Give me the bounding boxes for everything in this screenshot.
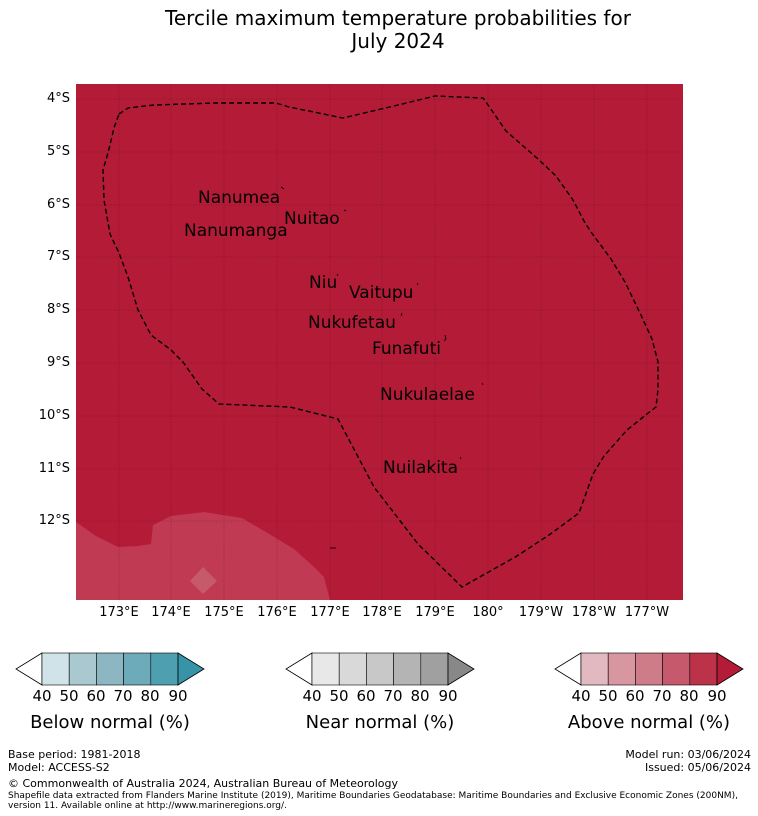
colorbar-min-arrow xyxy=(554,652,582,686)
colorbar-cell xyxy=(393,652,422,686)
colorbar-below-normal xyxy=(15,652,205,686)
colorbar-min-arrow xyxy=(15,652,43,686)
colorbar-cell xyxy=(150,652,179,686)
island-label-nuitao: Nuitao xyxy=(284,209,340,229)
lon-label: 179°W xyxy=(518,605,564,620)
eez-boundary xyxy=(102,95,659,588)
lat-label: 11°S xyxy=(38,461,70,476)
tick-label: 60 xyxy=(625,687,645,705)
island-label-nanumanga: Nanumanga xyxy=(184,221,288,241)
tick-label: 60 xyxy=(86,687,106,705)
tick-label: 50 xyxy=(59,687,79,705)
colorbar-cell xyxy=(123,652,152,686)
base-period-text: Base period: 1981-2018 xyxy=(8,748,141,761)
colorbar-cell xyxy=(366,652,394,686)
map-title: Tercile maximum temperature probabilitie… xyxy=(0,7,758,53)
colorbar-above-normal xyxy=(554,652,744,686)
colorbar-cell xyxy=(662,652,691,686)
colorbar-cell xyxy=(68,652,97,686)
model-text: Model: ACCESS-S2 xyxy=(8,761,110,774)
colorbar-max-arrow xyxy=(716,652,744,686)
colorbar-title-below: Below normal (%) xyxy=(30,712,190,733)
probability-map xyxy=(76,84,683,600)
lon-label: 178°W xyxy=(571,605,617,620)
colorbar-cell xyxy=(338,652,367,686)
tick-label: 80 xyxy=(679,687,699,705)
lat-label: 8°S xyxy=(46,302,70,317)
shapefile-credit-line-1: Shapefile data extracted from Flanders M… xyxy=(8,791,738,801)
colorbar-cell xyxy=(607,652,636,686)
lat-label: 6°S xyxy=(46,197,70,212)
tick-label: 90 xyxy=(438,687,458,705)
lat-label: 7°S xyxy=(46,249,70,264)
lat-label: 5°S xyxy=(46,144,70,159)
colorbar-title-above: Above normal (%) xyxy=(567,712,731,733)
lon-label: 173°E xyxy=(99,605,139,620)
colorbar-title-near: Near normal (%) xyxy=(305,712,455,733)
model-run-text: Model run: 03/06/2024 xyxy=(625,748,751,761)
island-label-nukufetau: Nukufetau xyxy=(308,313,396,333)
tick-label: 70 xyxy=(652,687,672,705)
colorbar-cell xyxy=(96,652,124,686)
colorbar-cell xyxy=(635,652,663,686)
colorbar-cell xyxy=(41,652,70,686)
tick-label: 40 xyxy=(302,687,322,705)
colorbar-near-normal xyxy=(285,652,475,686)
map-canvas xyxy=(76,84,683,600)
title-line-1: Tercile maximum temperature probabilitie… xyxy=(165,6,631,30)
tick-label: 90 xyxy=(707,687,727,705)
tick-label: 80 xyxy=(410,687,430,705)
tick-label: 60 xyxy=(356,687,376,705)
lat-label: 12°S xyxy=(38,513,70,528)
tick-label: 90 xyxy=(168,687,188,705)
atolls xyxy=(280,186,484,549)
lon-label: 177°W xyxy=(624,605,670,620)
lon-label: 179°E xyxy=(415,605,455,620)
island-label-funafuti: Funafuti xyxy=(372,339,441,359)
island-label-nanumea: Nanumea xyxy=(198,188,281,208)
lat-label: 4°S xyxy=(46,91,70,106)
colorbar-cell xyxy=(311,652,340,686)
colorbar-max-arrow xyxy=(447,652,475,686)
tick-label: 40 xyxy=(32,687,52,705)
tick-label: 70 xyxy=(113,687,133,705)
tick-label: 50 xyxy=(329,687,349,705)
lower-probability-diamond xyxy=(190,567,217,594)
island-label-nuilakita: Nuilakita xyxy=(383,458,459,478)
colorbar-min-arrow xyxy=(285,652,313,686)
shapefile-credit-line-2: version 11. Available online at http://w… xyxy=(8,801,287,811)
issued-text: Issued: 05/06/2024 xyxy=(644,761,751,774)
lon-label: 177°E xyxy=(310,605,350,620)
lon-label: 174°E xyxy=(151,605,191,620)
lon-label: 178°E xyxy=(362,605,402,620)
island-label-niu: Niu xyxy=(309,273,338,293)
lon-label: 175°E xyxy=(204,605,244,620)
lat-label: 10°S xyxy=(38,408,70,423)
island-label-vaitupu: Vaitupu xyxy=(349,283,414,303)
copyright-text: © Commonwealth of Australia 2024, Austra… xyxy=(8,777,398,790)
island-label-nukulaelae: Nukulaelae xyxy=(380,385,475,405)
lon-label: 176°E xyxy=(257,605,297,620)
tick-label: 40 xyxy=(571,687,591,705)
tick-label: 80 xyxy=(140,687,160,705)
colorbar-cell xyxy=(420,652,449,686)
tick-label: 70 xyxy=(383,687,403,705)
title-line-2: July 2024 xyxy=(351,29,445,53)
colorbar-max-arrow xyxy=(177,652,205,686)
lower-probability-region xyxy=(76,512,330,600)
colorbar-cell xyxy=(580,652,609,686)
tick-label: 50 xyxy=(598,687,618,705)
colorbar-cell xyxy=(689,652,718,686)
lon-label: 180° xyxy=(472,605,504,620)
lat-label: 9°S xyxy=(46,355,70,370)
graticule xyxy=(76,84,683,600)
